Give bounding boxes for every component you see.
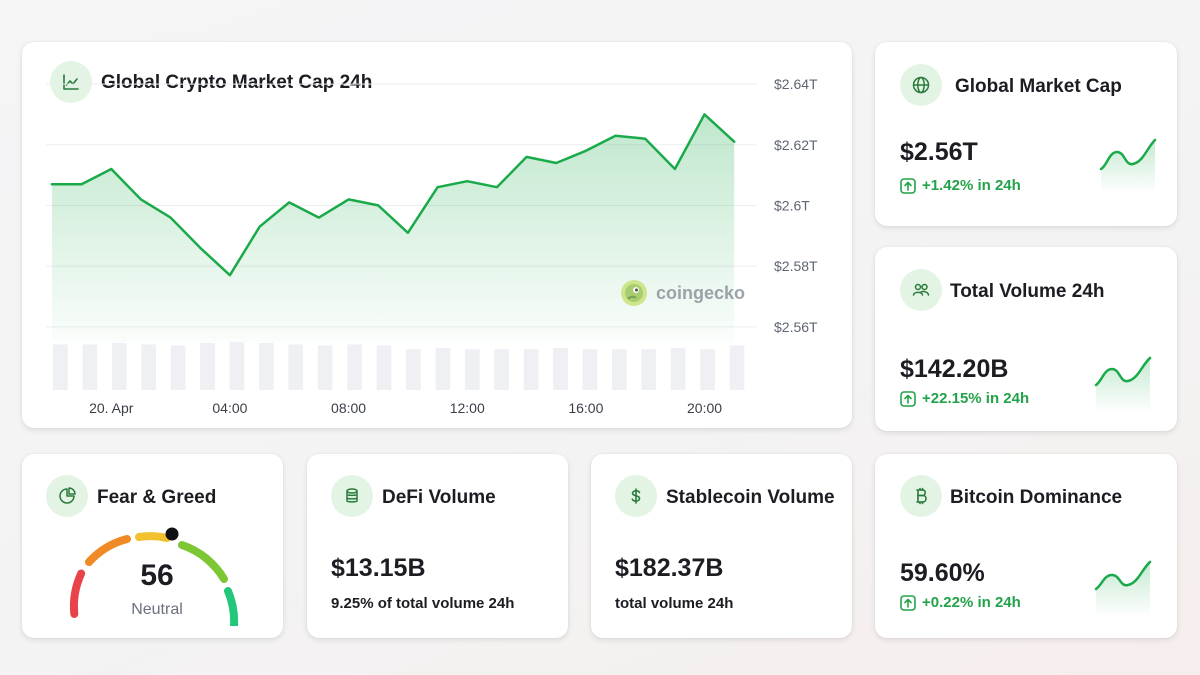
volume-bar [494, 349, 510, 390]
gauge-segment-extreme-fear [69, 569, 86, 618]
users-icon [900, 269, 942, 311]
fear-greed-label: Neutral [131, 601, 183, 618]
global-market-cap-change: +1.42% in 24h [900, 177, 1021, 194]
volume-bar [700, 349, 715, 390]
gauge-segment-greed [178, 541, 228, 583]
dollar-icon [615, 475, 657, 517]
fear-greed-gauge [69, 527, 239, 626]
volume-bar [111, 342, 127, 390]
market-cap-chart-card: Global Crypto Market Cap 24h $2.64T $2.62… [22, 42, 852, 428]
volume-bar [435, 347, 451, 390]
fear-greed-card[interactable]: Fear & Greed 56 Neutral [22, 454, 283, 638]
y-tick-label: $2.62T [774, 137, 818, 153]
chart-title: Global Crypto Market Cap 24h [101, 72, 373, 93]
volume-bar [288, 344, 304, 390]
volume-bar [170, 345, 186, 390]
bitcoin-dominance-change-text: +0.22% in 24h [922, 594, 1021, 611]
volume-bar [611, 349, 627, 390]
pie-chart-icon [46, 475, 88, 517]
market-cap-chart: $2.64T $2.62T $2.6T $2.58T $2.56T 20. Apr 04:… [46, 76, 818, 416]
volume-bar [406, 349, 421, 390]
total-volume-change-text: +22.15% in 24h [922, 390, 1030, 407]
arrow-up-icon [900, 177, 916, 194]
y-tick-label: $2.58T [774, 258, 818, 274]
defi-volume-subtext: 9.25% of total volume 24h [331, 595, 515, 612]
line-chart-icon [50, 61, 92, 103]
global-market-cap-sparkline [1099, 138, 1157, 194]
gauge-segment-fear [85, 535, 131, 566]
volume-bar [464, 349, 480, 390]
coingecko-watermark: coingecko [620, 279, 745, 307]
x-tick-label: 20. Apr [89, 400, 134, 416]
volume-bar [729, 345, 745, 390]
volume-bar [641, 349, 657, 390]
gauge-needle-dot [165, 527, 179, 541]
y-tick-label: $2.6T [774, 197, 810, 213]
stablecoin-volume-subtext: total volume 24h [615, 595, 734, 612]
bitcoin-dominance-value: 59.60% [900, 559, 985, 587]
gauge-segment-neutral [135, 532, 171, 542]
global-market-cap-title: Global Market Cap [955, 76, 1122, 97]
total-volume-card[interactable]: Total Volume 24h $142.20B +22.15% in 24h [875, 247, 1177, 431]
bitcoin-icon [900, 475, 942, 517]
stablecoin-volume-value: $182.37B [615, 554, 724, 582]
bitcoin-dominance-sparkline [1094, 560, 1152, 617]
global-market-cap-card[interactable]: Global Market Cap $2.56T +1.42% in 24h [875, 42, 1177, 226]
y-tick-label: $2.56T [774, 319, 818, 335]
defi-volume-value: $13.15B [331, 554, 426, 582]
market-cap-area [51, 114, 735, 343]
stablecoin-volume-card[interactable]: Stablecoin Volume $182.37B total volume … [591, 454, 852, 638]
fear-greed-value: 56 [140, 559, 174, 592]
x-tick-label: 16:00 [568, 400, 603, 416]
volume-bar [258, 342, 274, 390]
global-market-cap-value: $2.56T [900, 138, 978, 166]
total-volume-sparkline [1094, 356, 1152, 413]
defi-volume-title: DeFi Volume [382, 487, 496, 508]
total-volume-title: Total Volume 24h [950, 281, 1105, 302]
volume-bar [376, 345, 392, 390]
volume-bar [670, 347, 686, 390]
coingecko-logo-icon [621, 280, 647, 306]
defi-volume-card[interactable]: DeFi Volume $13.15B 9.25% of total volum… [307, 454, 568, 638]
market-cap-line [50, 113, 736, 277]
coingecko-wordmark: coingecko [656, 282, 746, 303]
x-tick-label: 12:00 [450, 400, 485, 416]
volume-bar [229, 342, 245, 390]
x-tick-label: 04:00 [212, 400, 247, 416]
volume-bar [317, 345, 333, 390]
total-volume-value: $142.20B [900, 355, 1009, 383]
bitcoin-dominance-title: Bitcoin Dominance [950, 487, 1123, 508]
x-tick-label: 08:00 [331, 400, 366, 416]
total-volume-change: +22.15% in 24h [900, 390, 1029, 407]
volume-bar [82, 344, 98, 390]
volume-bar [553, 347, 568, 390]
arrow-up-icon [900, 390, 916, 407]
bitcoin-dominance-change: +0.22% in 24h [900, 594, 1021, 611]
bitcoin-dominance-card[interactable]: Bitcoin Dominance 59.60% +0.22% in 24h [875, 454, 1177, 638]
volume-bar [53, 344, 68, 390]
fear-greed-title: Fear & Greed [97, 487, 217, 508]
stablecoin-volume-title: Stablecoin Volume [666, 487, 835, 508]
global-market-cap-change-text: +1.42% in 24h [922, 177, 1021, 194]
y-tick-label: $2.64T [774, 76, 818, 92]
gauge-segment-extreme-greed [224, 587, 239, 626]
database-icon [331, 475, 373, 517]
volume-bar [141, 344, 157, 390]
volume-bar [523, 349, 539, 390]
arrow-up-icon [900, 594, 916, 611]
x-tick-label: 20:00 [687, 400, 722, 416]
globe-icon [900, 64, 942, 106]
volume-bar [582, 349, 598, 390]
volume-bar [200, 342, 215, 390]
volume-bar [347, 344, 362, 390]
